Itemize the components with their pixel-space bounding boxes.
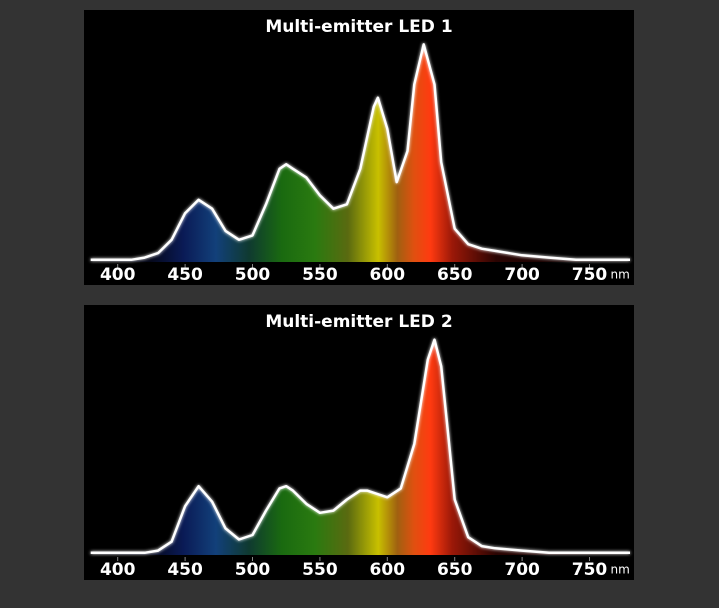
x-tick-label: 550 [302,265,338,285]
x-tick-label: 700 [504,265,540,285]
chart-title: Multi-emitter LED 2 [265,312,452,332]
x-tick-label: 500 [235,265,271,285]
x-tick-label: 600 [370,560,406,580]
x-tick-label: 500 [235,560,271,580]
x-tick-label: 650 [437,560,473,580]
chart-title: Multi-emitter LED 1 [265,17,452,37]
x-unit: nm [611,563,630,577]
x-unit: nm [611,268,630,282]
x-tick-label: 450 [167,560,203,580]
x-tick-label: 600 [370,265,406,285]
x-tick-label: 700 [504,560,540,580]
x-tick-label: 750 [572,560,608,580]
x-tick-label: 650 [437,265,473,285]
x-tick-label: 450 [167,265,203,285]
spectrum-area [90,339,630,555]
x-tick-label: 550 [302,560,338,580]
spectrum-line [90,338,630,555]
x-tick-label: 750 [572,265,608,285]
spectrum-line [90,43,630,262]
x-tick-label: 400 [100,265,136,285]
x-tick-label: 400 [100,560,136,580]
spectrum-area [90,44,630,263]
